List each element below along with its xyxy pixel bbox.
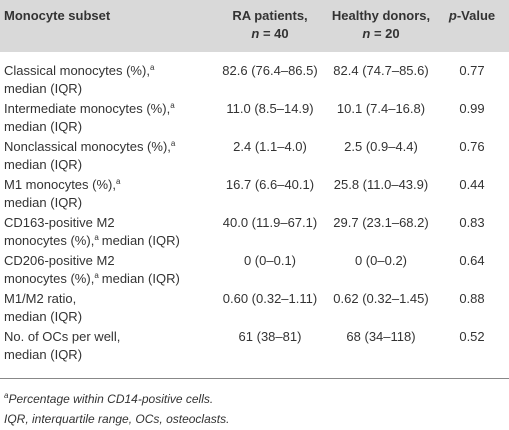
label-text: median (IQR) — [4, 347, 83, 362]
label-line: Intermediate monocytes (%),a — [4, 100, 214, 118]
header-cell: RA patients, n = 40 — [212, 7, 328, 43]
ra-cell: 16.7 (6.6–40.1) — [225, 177, 315, 192]
header-text: -Value — [456, 8, 496, 23]
label-text: median (IQR) — [101, 271, 180, 286]
label-line: median (IQR) — [4, 80, 214, 98]
hd-cell: 25.8 (11.0–43.9) — [333, 177, 429, 192]
header-text: RA patients, — [232, 8, 308, 23]
label-text: median (IQR) — [4, 119, 83, 134]
ra-cell: 0 (0–0.1) — [243, 253, 297, 268]
p-cell: 0.76 — [459, 139, 485, 154]
hd-cell: 29.7 (23.1–68.2) — [333, 215, 429, 230]
header-text: Monocyte subset — [4, 8, 111, 23]
hd-cell: 2.5 (0.9–4.4) — [344, 139, 418, 154]
label-line: M1/M2 ratio, — [4, 290, 214, 308]
label-text: median (IQR) — [101, 233, 180, 248]
label-text: No. of OCs per well, — [4, 329, 121, 344]
header-cell: p-Value — [436, 7, 508, 25]
footnote: IQR, interquartile range, OCs, osteoclas… — [4, 412, 229, 426]
footnote-mark: a — [94, 271, 99, 280]
header-cell: Healthy donors, n = 20 — [326, 7, 436, 43]
label-line: median (IQR) — [4, 194, 214, 212]
p-cell: 0.88 — [459, 291, 485, 306]
hd-cell: 68 (34–118) — [346, 329, 416, 344]
footnote-mark: a — [149, 63, 155, 72]
label-text: median (IQR) — [4, 309, 83, 324]
label-line: M1 monocytes (%),a — [4, 176, 214, 194]
label-text: monocytes (%), — [4, 233, 95, 248]
label-line: Classical monocytes (%),a — [4, 62, 214, 80]
label-line: median (IQR) — [4, 118, 214, 136]
p-cell: 0.77 — [459, 63, 485, 78]
label-text: CD206-positive M2 — [4, 253, 115, 268]
label-line: CD206-positive M2 — [4, 252, 214, 270]
p-cell: 0.99 — [459, 101, 485, 116]
footnote-text: Percentage within CD14-positive cells. — [8, 392, 214, 406]
label-text: CD163-positive M2 — [4, 215, 115, 230]
label-cell: Nonclassical monocytes (%),a median (IQR) — [4, 138, 214, 174]
header-row: Monocyte subset RA patients, n = 40 Heal… — [0, 0, 509, 52]
footnote-mark: a — [170, 139, 176, 148]
label-cell: Intermediate monocytes (%),a median (IQR) — [4, 100, 214, 136]
header-n: n — [362, 26, 371, 41]
label-line: median (IQR) — [4, 346, 214, 364]
label-text: Intermediate monocytes (%), — [4, 101, 171, 116]
footnote: aPercentage within CD14-positive cells. — [4, 391, 214, 407]
hd-cell: 0.62 (0.32–1.45) — [333, 291, 429, 306]
header-p: p — [448, 8, 457, 23]
label-cell: Classical monocytes (%),a median (IQR) — [4, 62, 214, 98]
label-line: median (IQR) — [4, 308, 214, 326]
footnote-mark: a — [115, 177, 121, 186]
label-text: Nonclassical monocytes (%), — [4, 139, 171, 154]
ra-cell: 82.6 (76.4–86.5) — [222, 63, 318, 78]
ra-cell: 0.60 (0.32–1.11) — [222, 291, 318, 306]
label-cell: M1/M2 ratio, median (IQR) — [4, 290, 214, 326]
ra-cell: 61 (38–81) — [238, 329, 302, 344]
label-text: monocytes (%), — [4, 271, 95, 286]
label-cell: CD206-positive M2 monocytes (%),a median (… — [4, 252, 214, 288]
footnote-text: IQR, interquartile range, OCs, osteoclas… — [4, 412, 230, 426]
label-text: median (IQR) — [4, 195, 83, 210]
header-n: n — [251, 26, 260, 41]
label-cell: M1 monocytes (%),a median (IQR) — [4, 176, 214, 212]
ra-cell: 40.0 (11.9–67.1) — [222, 215, 318, 230]
label-line: median (IQR) — [4, 156, 214, 174]
hd-cell: 82.4 (74.7–85.6) — [333, 63, 429, 78]
label-line: monocytes (%),a median (IQR) — [4, 232, 214, 250]
footnote-mark: a — [4, 391, 9, 400]
label-line: CD163-positive M2 — [4, 214, 214, 232]
header-count: = 20 — [373, 26, 400, 41]
p-cell: 0.44 — [459, 177, 485, 192]
header-cell: Monocyte subset — [4, 7, 214, 25]
p-cell: 0.52 — [459, 329, 485, 344]
label-cell: CD163-positive M2 monocytes (%),a median (… — [4, 214, 214, 250]
footnote-mark: a — [170, 101, 175, 110]
bottom-rule — [0, 378, 509, 379]
label-text: median (IQR) — [4, 81, 83, 96]
hd-cell: 10.1 (7.4–16.8) — [336, 101, 426, 116]
label-text: median (IQR) — [4, 157, 83, 172]
header-count: = 40 — [262, 26, 289, 41]
ra-cell: 2.4 (1.1–4.0) — [233, 139, 307, 154]
footnote-mark: a — [94, 233, 99, 242]
label-line: No. of OCs per well, — [4, 328, 214, 346]
header-text: Healthy donors, — [331, 8, 431, 23]
label-text: Classical monocytes (%), — [4, 63, 150, 78]
p-cell: 0.83 — [459, 215, 485, 230]
label-line: Nonclassical monocytes (%),a — [4, 138, 214, 156]
label-text: M1 monocytes (%), — [4, 177, 116, 192]
ra-cell: 11.0 (8.5–14.9) — [226, 101, 314, 116]
p-cell: 0.64 — [459, 253, 485, 268]
hd-cell: 0 (0–0.2) — [354, 253, 408, 268]
label-line: monocytes (%),a median (IQR) — [4, 270, 214, 288]
label-text: M1/M2 ratio, — [4, 291, 77, 306]
label-cell: No. of OCs per well, median (IQR) — [4, 328, 214, 364]
